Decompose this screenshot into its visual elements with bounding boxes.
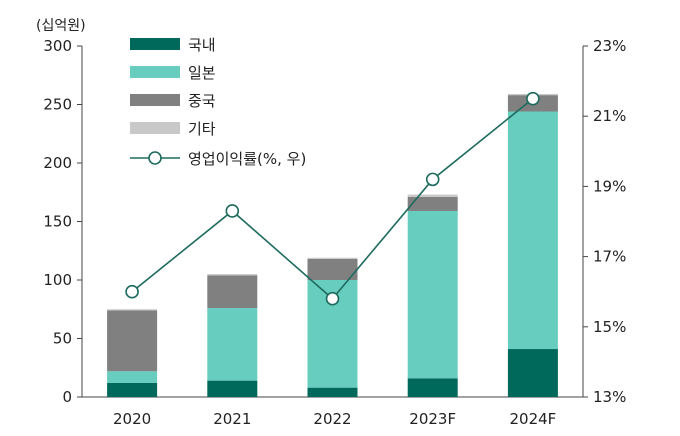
bar-segment-중국-2023F <box>407 196 458 211</box>
left-tick-label: 50 <box>53 330 72 348</box>
bars <box>107 93 558 397</box>
bar-segment-일본-2024F <box>507 111 558 350</box>
margin-points <box>125 91 540 306</box>
x-tick-label: 2023F <box>409 410 456 428</box>
bar-segment-국내-2023F <box>407 378 458 397</box>
bar-segment-국내-2021 <box>207 380 258 397</box>
bar-segment-국내-2024F <box>507 349 558 397</box>
legend-line-marker <box>148 151 162 165</box>
left-axis-ticks: 0 50 100 150 200 250 300 <box>43 37 82 406</box>
bar-segment-일본-2020 <box>107 371 158 383</box>
bar-segment-기타-2022 <box>307 257 358 259</box>
x-tick-label: 2022 <box>313 410 351 428</box>
bar-segment-기타-2020 <box>107 309 158 311</box>
margin-point-2022 <box>325 291 340 306</box>
bar-segment-중국-2021 <box>207 275 258 309</box>
x-tick-label: 2020 <box>113 410 151 428</box>
legend-label: 일본 <box>188 64 216 82</box>
bar-segment-기타-2023F <box>407 194 458 197</box>
x-tick-label: 2021 <box>213 410 251 428</box>
legend-swatch-기타 <box>130 122 180 134</box>
right-tick-label: 23% <box>593 37 626 55</box>
x-axis-ticks: 2020 2021 2022 2023F 2024F <box>113 410 556 428</box>
right-tick-label: 21% <box>593 107 626 125</box>
bar-segment-국내-2020 <box>107 382 158 397</box>
margin-point-2023F <box>425 172 440 187</box>
legend-swatch-일본 <box>130 66 180 78</box>
margin-point-2021 <box>225 204 240 218</box>
right-axis-ticks: 13% 15% 17% 19% 21% 23% <box>583 37 626 406</box>
y-axis-unit-label: (십억원) <box>36 18 86 34</box>
left-tick-label: 100 <box>43 271 72 289</box>
left-tick-label: 150 <box>43 213 72 231</box>
right-tick-label: 19% <box>593 177 626 195</box>
right-tick-label: 15% <box>593 318 626 336</box>
bar-segment-중국-2020 <box>107 310 158 372</box>
legend-label: 영업이익률(%, 우) <box>188 150 306 168</box>
bar-segment-일본-2023F <box>407 210 458 379</box>
right-tick-label: 13% <box>593 388 626 406</box>
left-tick-label: 0 <box>62 388 72 406</box>
legend-swatch-국내 <box>130 38 180 50</box>
legend-label: 기타 <box>188 120 216 138</box>
legend-swatch-중국 <box>130 94 180 106</box>
bar-segment-기타-2021 <box>207 274 258 276</box>
left-tick-label: 200 <box>43 154 72 172</box>
left-tick-label: 250 <box>43 96 72 114</box>
legend-label: 국내 <box>188 36 216 54</box>
margin-point-2024F <box>526 91 540 106</box>
legend-label: 중국 <box>188 92 216 110</box>
left-tick-label: 300 <box>43 37 72 55</box>
bar-segment-국내-2022 <box>307 387 358 397</box>
bar-segment-중국-2022 <box>307 258 358 280</box>
x-tick-label: 2024F <box>509 410 556 428</box>
margin-point-2020 <box>125 284 139 299</box>
bar-segment-일본-2021 <box>207 308 258 381</box>
right-tick-label: 17% <box>593 248 626 266</box>
